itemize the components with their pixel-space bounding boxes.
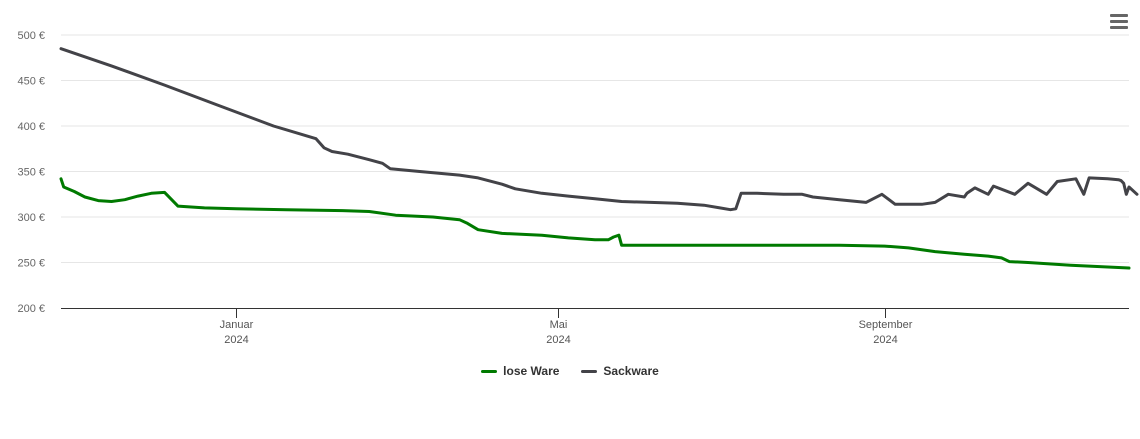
legend-swatch — [581, 369, 598, 373]
legend-item-lose-ware[interactable]: lose Ware — [481, 364, 559, 378]
menu-bar — [1110, 20, 1128, 23]
y-tick-label: 300 € — [17, 212, 45, 224]
hamburger-menu-icon[interactable] — [1110, 14, 1128, 29]
y-tick-label: 400 € — [17, 121, 45, 133]
legend-label: Sackware — [603, 364, 659, 378]
x-tick-year: 2024 — [546, 334, 570, 346]
x-tick-year: 2024 — [873, 334, 897, 346]
x-tick-year: 2024 — [224, 334, 248, 346]
x-tick-label: Mai — [550, 319, 568, 331]
legend-swatch — [481, 369, 498, 373]
x-tick-label: September — [859, 319, 913, 331]
y-tick-label: 200 € — [17, 303, 45, 315]
y-tick-label: 250 € — [17, 258, 45, 270]
menu-bar — [1110, 26, 1128, 29]
series-line-sackware — [59, 47, 1139, 212]
legend-item-sackware[interactable]: Sackware — [581, 364, 659, 378]
legend-label: lose Ware — [503, 364, 560, 378]
y-tick-label: 350 € — [17, 167, 45, 179]
x-tick-label: Januar — [220, 319, 254, 331]
y-tick-label: 450 € — [17, 76, 45, 88]
series-line-lose-ware — [59, 177, 1131, 270]
y-tick-label: 500 € — [17, 30, 45, 42]
legend: lose Ware Sackware — [0, 364, 1140, 378]
menu-bar — [1110, 14, 1128, 17]
